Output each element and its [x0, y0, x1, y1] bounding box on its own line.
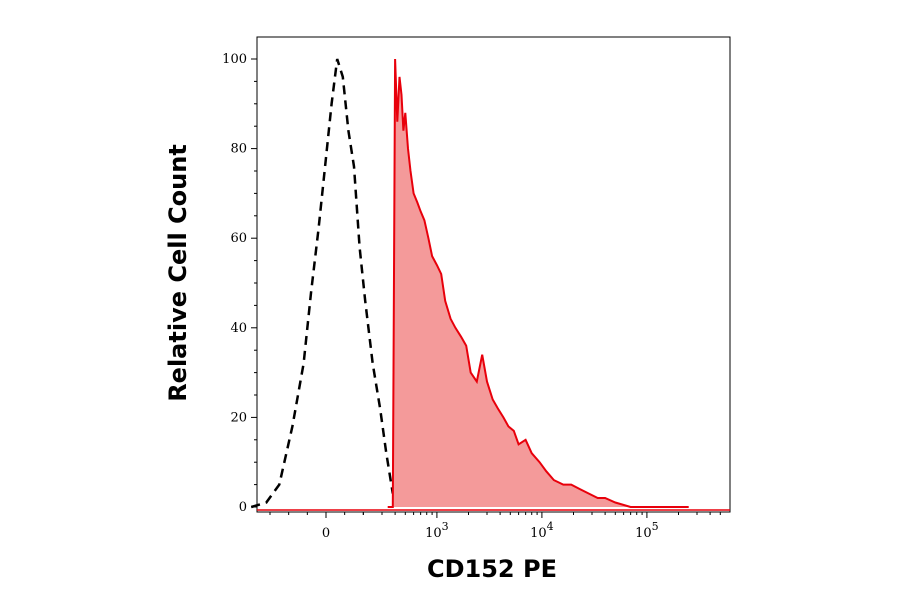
- y-tick-label: 80: [230, 142, 247, 157]
- x-tick-label: 105: [635, 520, 659, 541]
- series-area-fill-1: [387, 59, 689, 507]
- y-tick-label: 60: [230, 231, 247, 246]
- x-tick-exponent: 4: [547, 520, 554, 533]
- x-tick-label: 103: [425, 520, 449, 541]
- y-axis-title: Relative Cell Count: [164, 144, 192, 402]
- series-line-1: [387, 58, 689, 508]
- series-layer: [250, 58, 730, 511]
- x-axis-title: CD152 PE: [427, 555, 557, 583]
- x-tick-label: 104: [530, 520, 554, 541]
- x-tick-exponent: 5: [652, 520, 659, 533]
- y-tick-label: 20: [230, 410, 247, 425]
- y-tick-label: 40: [230, 321, 247, 336]
- y-tick-label: 0: [239, 500, 247, 515]
- x-tick-exponent: 3: [442, 520, 449, 533]
- x-tick-label: 0: [322, 526, 330, 541]
- y-tick-label: 100: [222, 52, 247, 67]
- series-line-0: [250, 58, 395, 509]
